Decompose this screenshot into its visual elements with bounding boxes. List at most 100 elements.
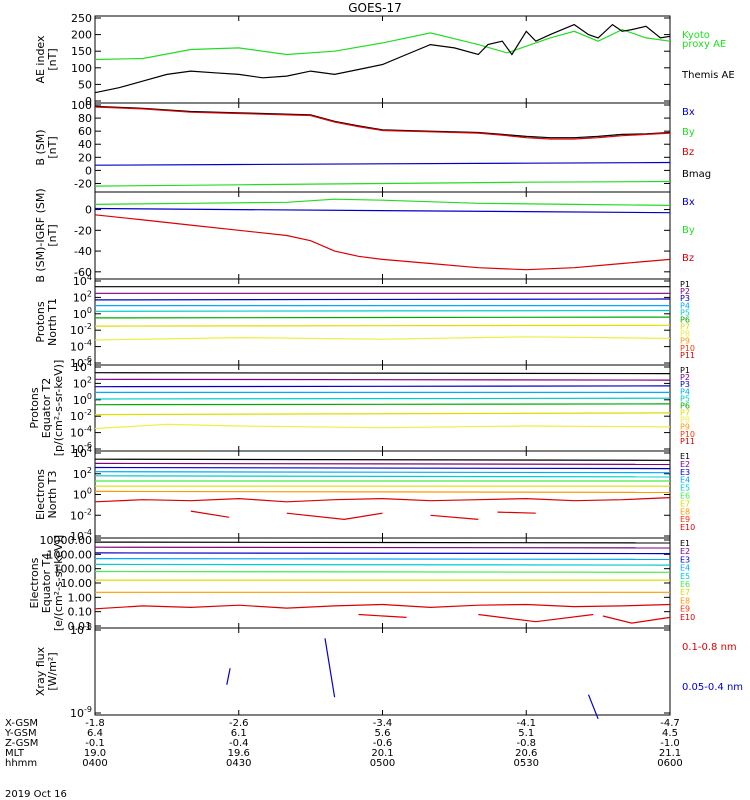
legend-entry: P4 bbox=[680, 387, 690, 396]
y-axis-title: B (SM) bbox=[34, 129, 47, 165]
x-row-value: 4.5 bbox=[662, 728, 678, 739]
y-tick-label: 50 bbox=[78, 78, 92, 91]
series-line bbox=[94, 316, 671, 319]
x-row-label: X-GSM bbox=[5, 718, 38, 729]
y-tick-label: 10000.00 bbox=[40, 534, 93, 547]
y-tick-label: 1.00 bbox=[68, 591, 93, 604]
plot-frame bbox=[94, 627, 671, 716]
x-row-value: 5.1 bbox=[518, 728, 534, 739]
legend-entry: E7 bbox=[680, 499, 690, 508]
y-tick-label: 0 bbox=[85, 95, 92, 108]
series-line bbox=[94, 403, 671, 406]
y-tick-label: 100 bbox=[73, 487, 92, 502]
panel-bsm-igrf: -60 -40 -20 0 B (SM)-IGRF (SM) [nT] Bx By Bz bbox=[34, 188, 695, 282]
y-axis-title: Xray flux bbox=[34, 646, 47, 696]
plot-frame bbox=[94, 278, 671, 366]
series-line bbox=[497, 511, 536, 514]
legend-entry: E2 bbox=[680, 547, 690, 556]
series-line bbox=[430, 514, 479, 520]
x-row-value: 0500 bbox=[370, 758, 395, 769]
legend-entry: P1 bbox=[680, 280, 690, 289]
legend-entry: P4 bbox=[680, 301, 690, 310]
legend-entry: Bx bbox=[682, 107, 695, 118]
y-tick-label: 104 bbox=[73, 445, 92, 460]
legend-entry: E3 bbox=[680, 555, 690, 564]
legend-entry: E1 bbox=[680, 452, 690, 461]
legend-entry: Bz bbox=[682, 147, 694, 158]
x-row-label: hhmm bbox=[5, 758, 37, 769]
legend-entry: E7 bbox=[680, 588, 690, 597]
y-axis-title: North T3 bbox=[46, 471, 59, 519]
y-tick-label: -20 bbox=[74, 177, 92, 190]
series-line bbox=[226, 668, 231, 685]
y-tick-label: 102 bbox=[73, 466, 92, 481]
y-tick-label: 100 bbox=[71, 62, 92, 75]
series-line bbox=[94, 412, 671, 416]
y-axis-title: Equator T4 bbox=[40, 553, 53, 613]
y-tick-label: 40 bbox=[78, 138, 92, 151]
series-line bbox=[94, 385, 671, 388]
legend-entry: E1 bbox=[680, 539, 690, 548]
legend-entry: Bz bbox=[682, 253, 694, 264]
legend-entry: Themis AE bbox=[681, 70, 735, 81]
y-tick-label: 100 bbox=[73, 306, 92, 321]
legend-entry: P11 bbox=[680, 437, 695, 446]
y-axis-title: Protons bbox=[34, 301, 47, 342]
series-line bbox=[94, 207, 671, 214]
y-tick-label: 102 bbox=[73, 375, 92, 390]
y-axis-title: B (SM)-IGRF (SM) bbox=[34, 188, 47, 282]
legend-entry: P7 bbox=[680, 323, 690, 332]
legend-entry: P10 bbox=[680, 344, 695, 353]
series-line bbox=[324, 638, 336, 698]
y-tick-label: 10-2 bbox=[70, 408, 92, 423]
series-line bbox=[94, 603, 671, 610]
series-line bbox=[94, 497, 671, 503]
x-row-value: 0400 bbox=[82, 758, 107, 769]
x-row-label: Y-GSM bbox=[4, 728, 37, 739]
series-line bbox=[94, 198, 671, 206]
x-row-value: -0.8 bbox=[516, 738, 536, 749]
legend-entry: E10 bbox=[680, 523, 695, 532]
series-line bbox=[587, 694, 599, 720]
x-row-value: 19.0 bbox=[84, 748, 106, 759]
series-line bbox=[94, 458, 671, 461]
series-line bbox=[94, 161, 671, 166]
y-tick-label: 10.00 bbox=[61, 577, 93, 590]
y-tick-label: 10-8 bbox=[70, 622, 92, 637]
legend-entry: E2 bbox=[680, 460, 690, 469]
series-line bbox=[94, 106, 671, 140]
x-row-label: MLT bbox=[5, 748, 25, 759]
x-row-value: 0600 bbox=[657, 758, 682, 769]
y-tick-label: 100.00 bbox=[54, 563, 93, 576]
legend-entry: E5 bbox=[680, 572, 690, 581]
series-line bbox=[94, 462, 671, 465]
y-tick-label: 150 bbox=[71, 45, 92, 58]
x-row-value: -3.4 bbox=[373, 718, 393, 729]
x-row-value: -0.1 bbox=[85, 738, 105, 749]
legend-entry: E8 bbox=[680, 507, 690, 516]
y-axis-title: [nT] bbox=[46, 136, 59, 158]
series-line bbox=[94, 397, 671, 400]
legend-entry: P3 bbox=[680, 294, 690, 303]
y-tick-label: 250 bbox=[71, 12, 92, 25]
legend-entry: E9 bbox=[680, 515, 690, 524]
series-line bbox=[358, 613, 407, 618]
x-axis-table: X-GSM -1.8 -2.6 -3.4 -4.1 -4.7 Y-GSM 6.4 6.1 5.6 5… bbox=[4, 718, 683, 769]
legend-entry: E6 bbox=[680, 492, 690, 501]
x-row-value: 6.4 bbox=[87, 728, 103, 739]
y-tick-label: 10-4 bbox=[70, 339, 92, 354]
plot-frame bbox=[94, 102, 671, 193]
x-row-value: 5.6 bbox=[375, 728, 391, 739]
y-axis-title: Protons bbox=[28, 387, 41, 428]
y-axis-title: [nT] bbox=[46, 48, 59, 70]
y-tick-label: 0 bbox=[85, 204, 92, 217]
x-row-value: 21.1 bbox=[659, 748, 681, 759]
series-line bbox=[94, 563, 671, 566]
legend-entry: By bbox=[682, 127, 695, 138]
series-line bbox=[94, 552, 671, 555]
x-row-value: -4.1 bbox=[516, 718, 536, 729]
